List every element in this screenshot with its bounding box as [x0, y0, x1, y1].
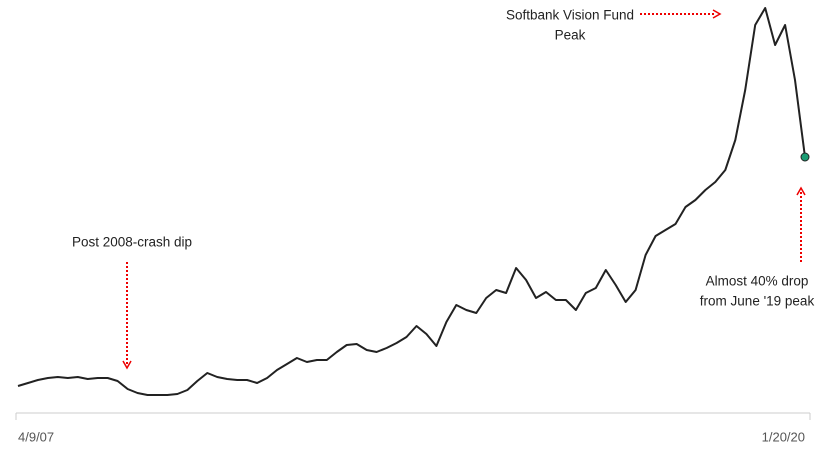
x-tick-label: 1/20/20 [762, 429, 805, 444]
annotation: Peak [555, 28, 586, 43]
annotation: Post 2008-crash dip [72, 235, 192, 250]
annotation: Almost 40% drop [706, 274, 809, 289]
end-marker [800, 152, 810, 162]
annotation-arrow-head [796, 186, 806, 196]
annotation: from June '19 peak [700, 294, 815, 309]
annotation: Softbank Vision Fund [506, 8, 634, 23]
annotation-arrow-head [122, 360, 132, 370]
line [17, 7, 806, 396]
x-tick-label: 4/9/07 [18, 429, 54, 444]
annotation-arrow-head [712, 9, 722, 19]
